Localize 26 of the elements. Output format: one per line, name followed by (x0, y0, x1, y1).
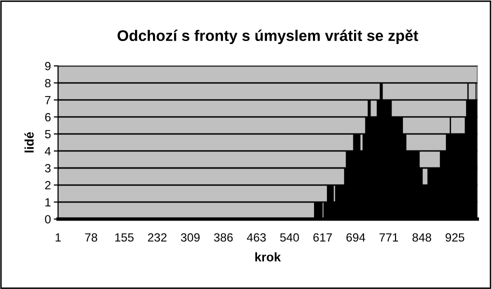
y-tick-label: 5 (45, 130, 51, 138)
y-tick-label: 1 (45, 198, 51, 206)
x-tick-label: 617 (313, 233, 332, 242)
x-tick-label: 694 (346, 233, 366, 242)
x-tick-label: 309 (180, 233, 200, 242)
y-tick-label: 2 (45, 181, 51, 190)
y-tick-label: 9 (45, 62, 51, 70)
x-tick-label: 540 (280, 233, 299, 242)
x-tick-label: 1 (56, 233, 61, 242)
x-axis-title: krok (255, 252, 281, 262)
y-tick-label: 6 (45, 112, 51, 122)
y-axis-title: lidé (24, 132, 34, 152)
x-tick-label: 78 (85, 233, 98, 242)
y-tick-label: 8 (45, 78, 51, 88)
x-tick-label: 386 (214, 233, 233, 242)
x-tick-label: 232 (148, 233, 167, 242)
y-tick-label: 7 (45, 96, 51, 104)
y-tick-label: 0 (45, 215, 51, 224)
y-tick-label: 3 (44, 164, 51, 172)
x-tick-label: 463 (246, 233, 266, 242)
x-tick-label: 155 (115, 233, 134, 242)
x-tick-label: 925 (446, 233, 464, 242)
x-tick-label: 771 (380, 233, 398, 242)
y-tick-label: 4 (44, 147, 51, 156)
chart-title: Odchozí s fronty s úmyslem vrátit se zpět (118, 29, 418, 44)
x-tick-label: 848 (412, 233, 432, 242)
